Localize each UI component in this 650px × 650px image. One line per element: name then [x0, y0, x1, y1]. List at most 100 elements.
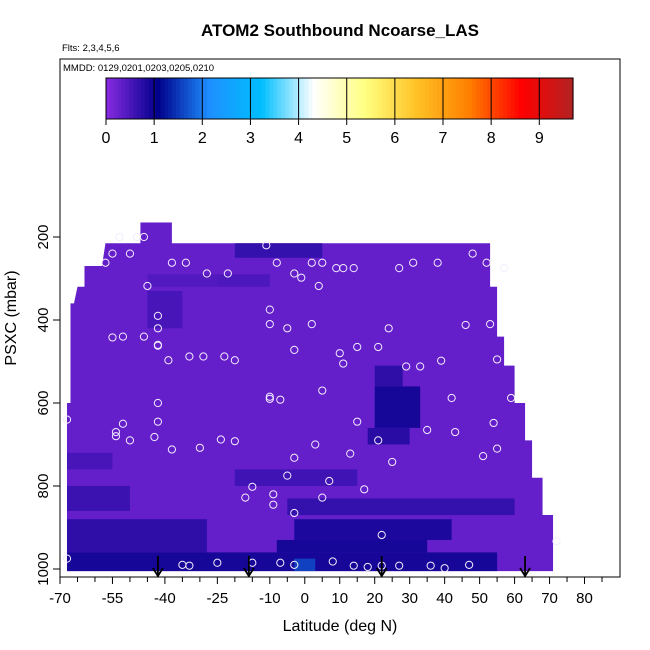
data-point [409, 258, 418, 267]
flight-arrow-head [243, 567, 255, 578]
data-point [185, 561, 194, 570]
colorbar-swatch [207, 78, 212, 119]
data-point [468, 249, 477, 258]
colorbar-swatch [448, 78, 453, 119]
colorbar-swatch [366, 78, 372, 119]
colorbar-swatch [565, 78, 570, 119]
colorbar-swatch [222, 78, 228, 119]
colorbar-swatch [109, 78, 115, 119]
data-point [185, 352, 194, 361]
colorbar-swatch [160, 78, 165, 119]
data-point [339, 359, 348, 368]
colorbar-swatch [378, 78, 383, 119]
colorbar-swatch [234, 78, 239, 119]
data-point [101, 258, 110, 267]
field-cell [234, 469, 358, 486]
colorbar-swatch [141, 78, 146, 119]
x-tick-label: 10 [331, 590, 348, 607]
colorbar-swatch [191, 78, 197, 119]
colorbar-swatch [156, 78, 162, 119]
data-point [423, 425, 432, 435]
data-point [125, 436, 135, 445]
colorbar-swatch [238, 78, 243, 119]
colorbar-swatch [261, 78, 267, 119]
data-point [213, 558, 222, 567]
data-point [349, 264, 358, 273]
data-point [269, 500, 278, 509]
colorbar-tick-label: 0 [102, 130, 111, 147]
data-point [395, 264, 404, 273]
x-tick-label: 0 [301, 590, 309, 607]
colorbar-tick-label: 2 [198, 130, 207, 147]
data-point [290, 345, 299, 354]
colorbar-swatch [351, 78, 356, 119]
data-point [276, 395, 285, 404]
colorbar-swatch [534, 78, 539, 119]
data-point [269, 490, 278, 499]
colorbar-swatch [300, 78, 306, 119]
data-point [486, 320, 495, 329]
field-cell [234, 243, 323, 258]
y-tick-label: 1000 [35, 552, 52, 585]
x-tick-label: 40 [436, 590, 453, 607]
colorbar-swatch [553, 78, 559, 119]
data-point [132, 232, 142, 242]
colorbar-swatch [203, 78, 208, 119]
data-point [195, 443, 204, 452]
field-cell [294, 519, 452, 540]
colorbar-swatch [479, 78, 485, 119]
colorbar-swatch [199, 78, 204, 119]
colorbar-swatch [137, 78, 142, 119]
colorbar-swatch [288, 78, 294, 119]
x-tick-label: 20 [366, 590, 383, 607]
data-point [153, 398, 163, 408]
x-tick-label: 60 [506, 590, 523, 607]
flights-subtitle: Flts: 2,3,4,5,6 [62, 43, 120, 54]
colorbar-swatch [526, 78, 531, 119]
data-point [118, 332, 128, 341]
colorbar-swatch [218, 78, 224, 119]
data-point [139, 332, 149, 341]
colorbar-swatch [429, 78, 434, 119]
data-point [181, 258, 190, 267]
flight-arrow-head [375, 567, 388, 578]
colorbar-swatch [183, 78, 189, 119]
colorbar-swatch [522, 78, 527, 119]
data-point [552, 537, 561, 546]
data-point [283, 324, 292, 333]
x-tick-label: 70 [541, 590, 558, 607]
measurement-points [62, 232, 561, 573]
colorbar-swatch [530, 78, 535, 119]
colorbar-swatch [323, 78, 329, 119]
colorbar-swatch [456, 78, 461, 119]
field-cell [294, 558, 316, 572]
x-tick-label: -25 [207, 590, 229, 607]
colorbar-swatch [285, 78, 290, 119]
data-point [416, 362, 425, 371]
data-point [199, 352, 208, 361]
colorbar-swatch [471, 78, 477, 119]
colorbar-swatch [397, 78, 403, 119]
colorbar-swatch [347, 78, 352, 119]
data-point [153, 341, 163, 350]
colorbar-swatch [421, 78, 426, 119]
data-point [108, 249, 117, 258]
data-point [125, 249, 135, 258]
colorbar-swatch [409, 78, 415, 119]
colorbar-tick-label: 5 [342, 130, 351, 147]
x-tick-label: -10 [259, 590, 281, 607]
data-point [297, 273, 306, 282]
field-cell [147, 290, 183, 329]
colorbar-swatch [506, 78, 512, 119]
colorbar-swatch [561, 78, 566, 119]
colorbar-swatch [413, 78, 418, 119]
data-point [62, 415, 72, 424]
colorbar-swatch [273, 78, 278, 119]
colorbar-swatch [483, 78, 488, 119]
y-axis: 200 400 600 800 1000 [35, 224, 60, 586]
colorbar-swatch [362, 78, 368, 119]
x-tick-label: 30 [401, 590, 418, 607]
y-tick-label: 200 [35, 224, 52, 249]
data-point [265, 320, 274, 329]
